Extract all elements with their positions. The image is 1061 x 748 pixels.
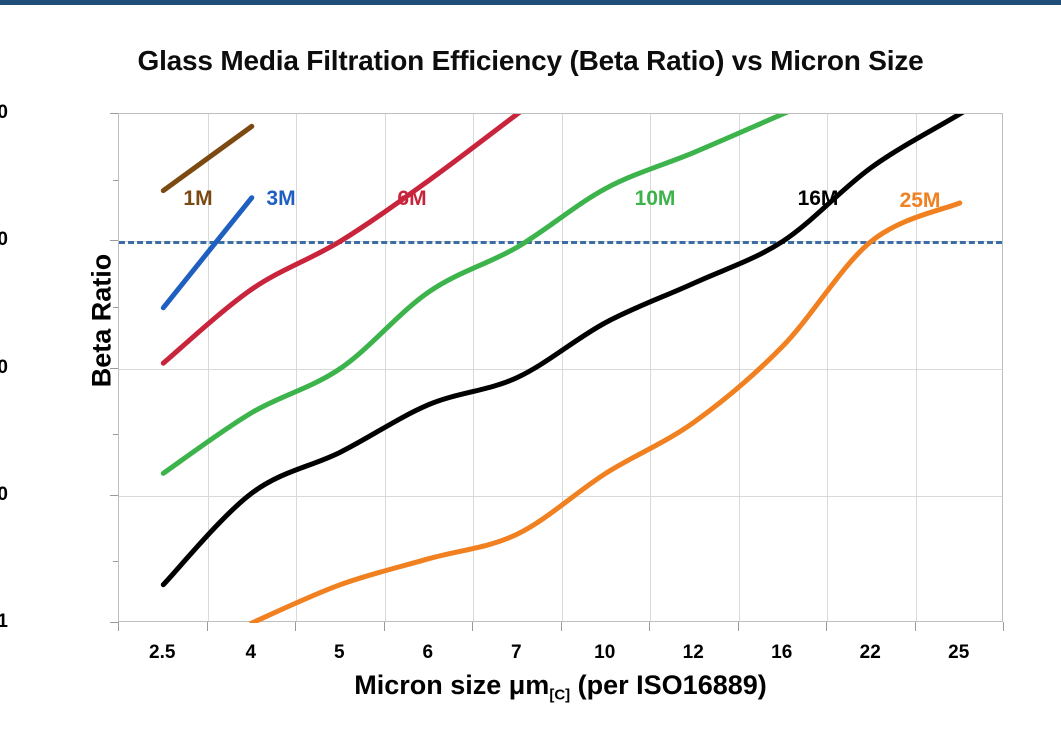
x-tick-label: 7 — [510, 642, 522, 663]
vertical-gridline — [827, 114, 828, 621]
chart-container: Glass Media Filtration Efficiency (Beta … — [0, 5, 1061, 748]
x-tick-label: 25 — [948, 642, 970, 663]
x-tick-mark — [118, 622, 119, 631]
vertical-gridline — [739, 114, 740, 621]
series-line-1m — [160, 123, 255, 194]
y-axis-title: Beta Ratio — [86, 253, 117, 388]
x-axis-title-suffix: (per ISO16889) — [570, 670, 767, 700]
series-label-1m: 1M — [183, 187, 213, 210]
chart-title: Glass Media Filtration Efficiency (Beta … — [137, 45, 924, 76]
x-tick-mark — [826, 622, 827, 631]
beta-1000-threshold-line — [119, 241, 1002, 244]
horizontal-gridline — [119, 496, 1002, 497]
x-tick-label: 6 — [422, 642, 434, 663]
y-tick-label: 1,000 — [0, 229, 8, 251]
x-tick-mark — [295, 622, 296, 631]
x-tick-mark — [738, 622, 739, 631]
series-label-6m: 6M — [397, 187, 427, 210]
x-axis-title-subscript: [C] — [549, 686, 571, 704]
vertical-gridline — [385, 114, 386, 621]
x-tick-label: 12 — [682, 642, 704, 663]
series-line-6m — [160, 114, 522, 366]
series-line-10m — [160, 114, 790, 476]
y-minor-tick-mark — [113, 434, 118, 435]
x-tick-mark — [472, 622, 473, 631]
x-tick-label: 4 — [245, 642, 257, 663]
vertical-gridline — [473, 114, 474, 621]
y-tick-mark — [110, 495, 118, 496]
y-tick-label: 1 — [0, 611, 8, 632]
top-accent-strip — [0, 0, 1061, 5]
series-label-3m: 3M — [266, 187, 296, 210]
series-line-3m — [160, 195, 255, 311]
x-axis-title: Micron size μm[C] (per ISO16889) — [118, 670, 1003, 703]
series-label-25m: 25M — [899, 189, 941, 212]
y-tick-mark — [110, 240, 118, 241]
x-tick-mark — [649, 622, 650, 631]
x-tick-label: 10 — [594, 642, 616, 663]
horizontal-gridline — [119, 369, 1002, 370]
series-label-16m: 16M — [797, 187, 839, 210]
y-tick-label: 10,000 — [0, 102, 8, 123]
y-minor-tick-mark — [113, 307, 118, 308]
x-tick-label: 22 — [859, 642, 881, 663]
vertical-gridline — [208, 114, 209, 621]
y-tick-mark — [110, 368, 118, 369]
x-tick-mark — [1003, 622, 1004, 631]
y-minor-tick-mark — [113, 561, 118, 562]
x-tick-mark — [207, 622, 208, 631]
y-tick-mark — [110, 113, 118, 114]
series-lines — [160, 114, 965, 623]
vertical-gridline — [562, 114, 563, 621]
vertical-gridline — [296, 114, 297, 621]
y-minor-tick-mark — [113, 180, 118, 181]
x-axis-title-main: Micron size μm — [354, 670, 550, 700]
vertical-gridline — [650, 114, 651, 621]
series-line-25m — [249, 200, 963, 623]
x-tick-mark — [915, 622, 916, 631]
x-tick-label: 5 — [333, 642, 345, 663]
series-line-16m — [160, 114, 965, 588]
y-tick-mark — [110, 622, 118, 623]
x-tick-label: 16 — [771, 642, 793, 663]
series-label-10m: 10M — [634, 187, 676, 210]
plot-area — [118, 113, 1003, 623]
y-tick-label: 100 — [0, 356, 8, 378]
vertical-gridline — [916, 114, 917, 621]
y-tick-label: 10 — [0, 483, 8, 505]
x-tick-label: 2.5 — [149, 642, 176, 663]
x-tick-mark — [561, 622, 562, 631]
x-tick-mark — [384, 622, 385, 631]
